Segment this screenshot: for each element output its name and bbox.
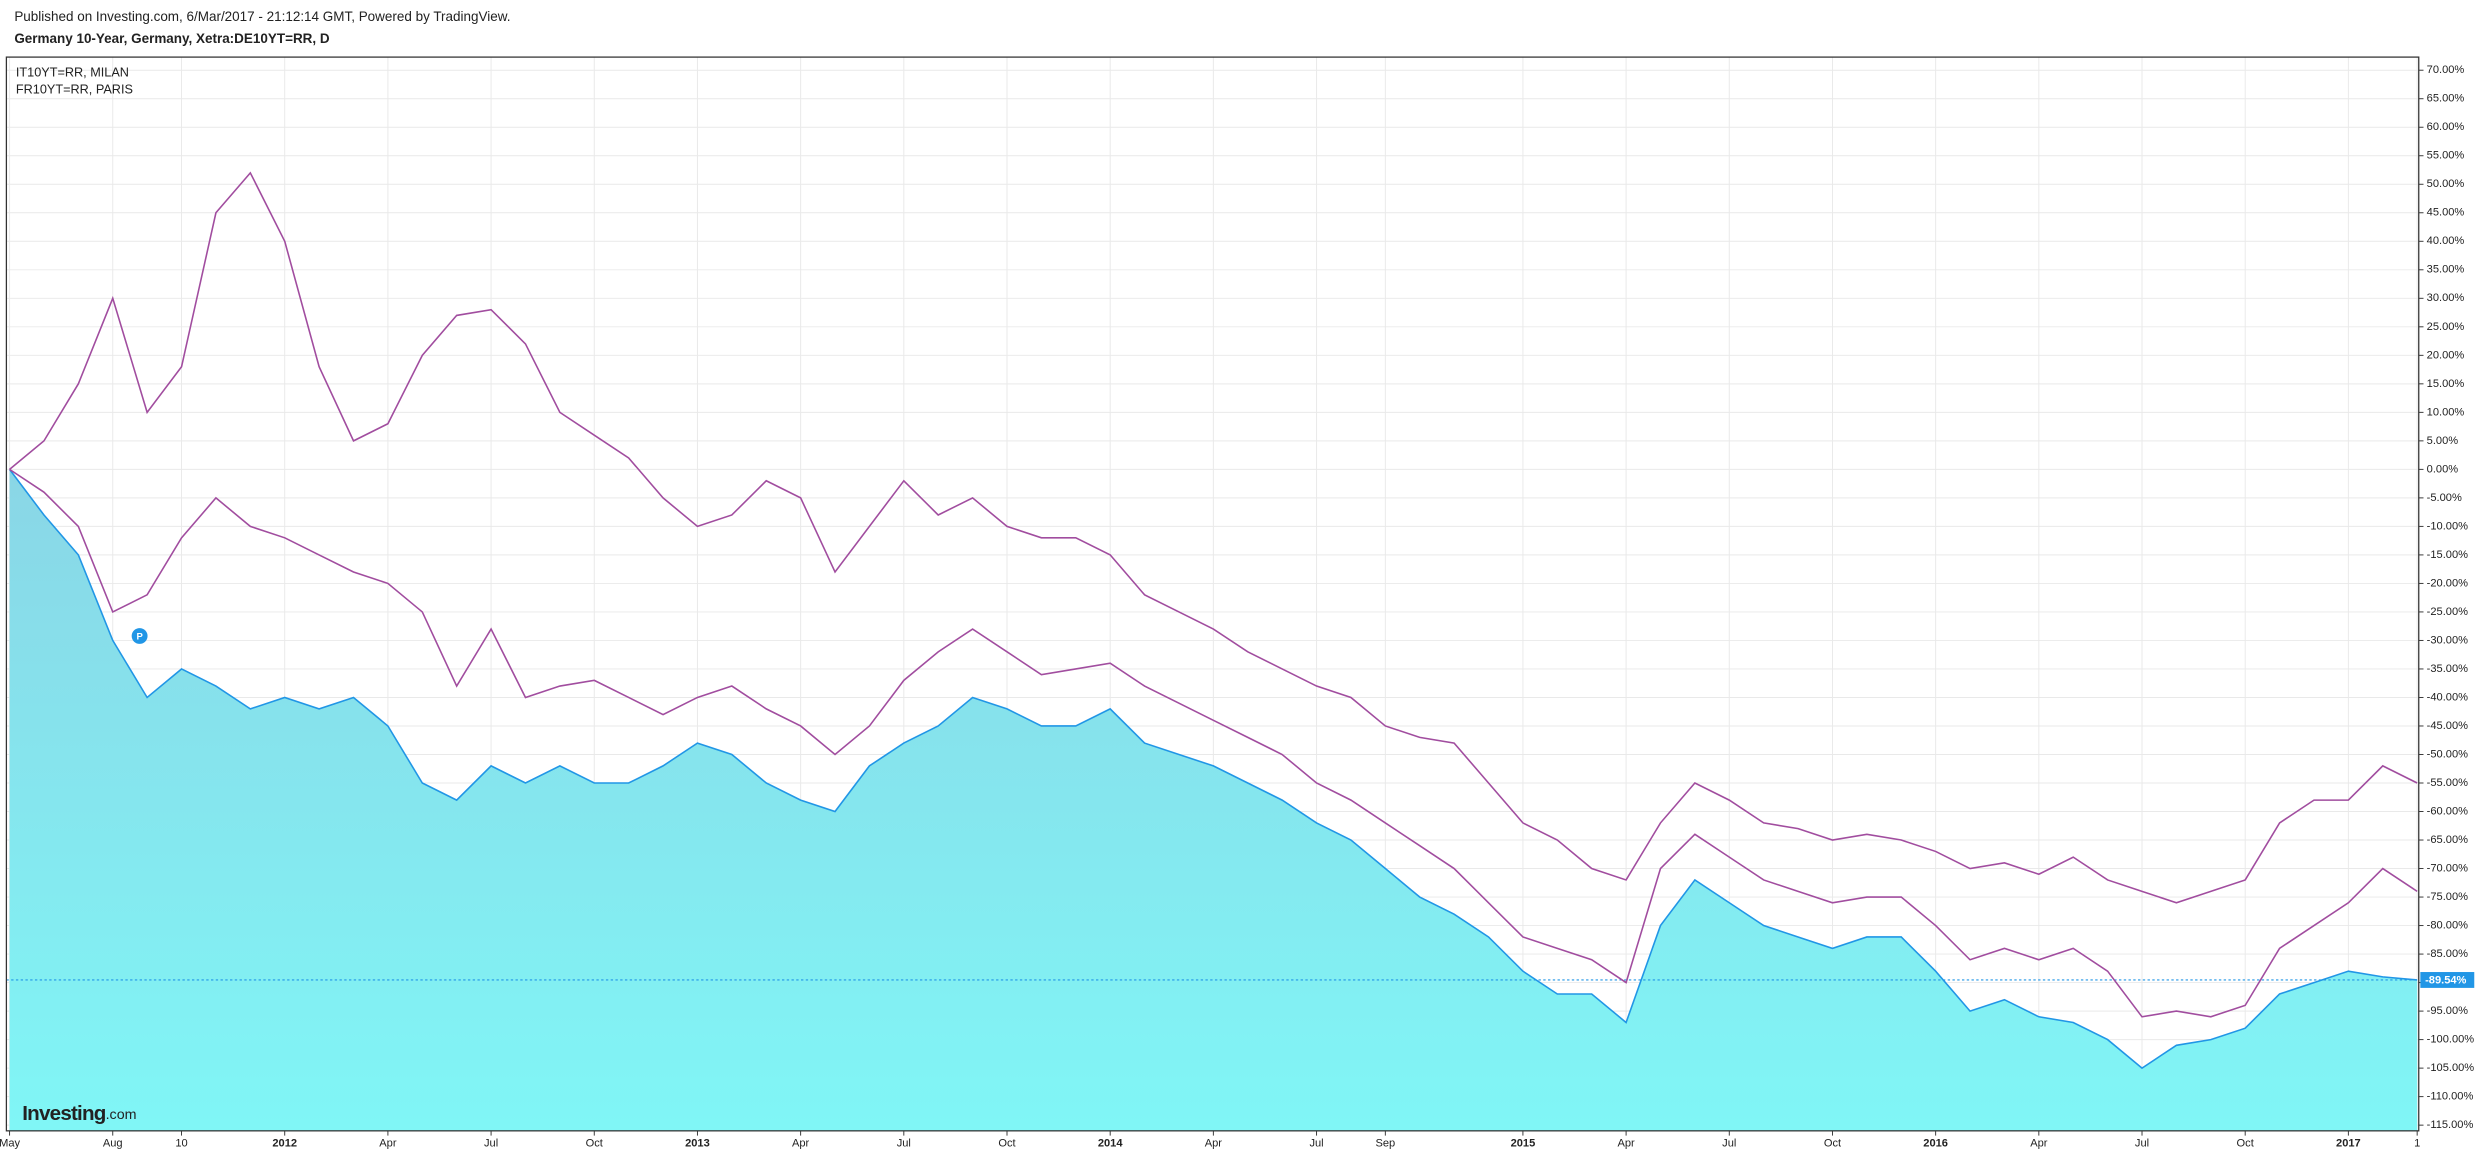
y-tick-label: 20.00% — [2427, 349, 2465, 361]
y-tick-label: 60.00% — [2427, 121, 2465, 133]
x-tick-label: Jul — [2135, 1137, 2149, 1149]
logo: Investing.com — [22, 1102, 136, 1125]
chart-title: Germany 10-Year, Germany, Xetra:DE10YT=R… — [14, 31, 330, 46]
last-value-box — [2420, 972, 2475, 988]
y-tick-label: 0.00% — [2427, 463, 2459, 475]
y-tick-label: -70.00% — [2427, 862, 2468, 874]
y-tick-label: -80.00% — [2427, 919, 2468, 931]
x-tick-label: Jul — [897, 1137, 911, 1149]
y-tick-label: 40.00% — [2427, 235, 2465, 247]
y-tick-label: -30.00% — [2427, 634, 2468, 646]
y-tick-label: 25.00% — [2427, 321, 2465, 333]
x-tick-label: Oct — [998, 1137, 1015, 1149]
last-value-label: -89.54% — [2425, 975, 2466, 987]
x-tick-label: 1 — [2414, 1137, 2420, 1149]
y-tick-label: 65.00% — [2427, 93, 2465, 105]
x-tick-label: 2017 — [2336, 1137, 2361, 1149]
y-tick-label: -15.00% — [2427, 549, 2468, 561]
logo-main: Investing — [22, 1102, 106, 1125]
plot-area — [6, 171, 2419, 1131]
legend-entry: FR10YT=RR, PARIS — [16, 83, 133, 97]
y-tick-label: 5.00% — [2427, 435, 2459, 447]
y-tick-label: 10.00% — [2427, 406, 2465, 418]
y-tick-label: -95.00% — [2427, 1005, 2468, 1017]
y-tick-label: 35.00% — [2427, 264, 2465, 276]
x-tick-label: Oct — [586, 1137, 603, 1149]
x-tick-label: 2015 — [1511, 1137, 1536, 1149]
x-tick-label: Apr — [2030, 1137, 2048, 1149]
published-note: Published on Investing.com, 6/Mar/2017 -… — [14, 9, 510, 24]
y-tick-label: 15.00% — [2427, 378, 2465, 390]
y-tick-label: -100.00% — [2427, 1034, 2475, 1046]
x-tick-label: 2014 — [1098, 1137, 1124, 1149]
area-fill — [9, 469, 2418, 1131]
y-tick-label: -85.00% — [2427, 948, 2468, 960]
x-tick-label: Apr — [1617, 1137, 1635, 1149]
y-tick-label: -105.00% — [2427, 1062, 2475, 1074]
x-tick-label: Apr — [1205, 1137, 1223, 1149]
x-tick-label: Jul — [1309, 1137, 1323, 1149]
y-tick-label: -40.00% — [2427, 691, 2468, 703]
y-tick-label: 50.00% — [2427, 178, 2465, 190]
x-tick-label: Oct — [1824, 1137, 1841, 1149]
series-line — [9, 468, 2418, 1018]
series-line — [9, 171, 2418, 904]
y-tick-label: -5.00% — [2427, 492, 2462, 504]
x-tick-label: 2012 — [272, 1137, 297, 1149]
x-tick-label: Aug — [103, 1137, 123, 1149]
legend-entry: IT10YT=RR, MILAN — [16, 65, 129, 79]
y-tick-label: 70.00% — [2427, 64, 2465, 76]
x-tick-label: Apr — [792, 1137, 810, 1149]
x-tick-label: Jul — [1722, 1137, 1736, 1149]
y-tick-label: 45.00% — [2427, 207, 2465, 219]
x-tick-label: Jul — [484, 1137, 498, 1149]
y-tick-label: -50.00% — [2427, 748, 2468, 760]
y-tick-label: -35.00% — [2427, 663, 2468, 675]
x-tick-label: 10 — [175, 1137, 187, 1149]
x-tick-label: Sep — [1375, 1137, 1395, 1149]
y-tick-label: -45.00% — [2427, 720, 2468, 732]
y-tick-label: -10.00% — [2427, 520, 2468, 532]
area-line — [8, 468, 2418, 1070]
y-tick-label: 30.00% — [2427, 292, 2465, 304]
x-tick-label: 2013 — [685, 1137, 710, 1149]
event-marker-icon: P — [136, 631, 143, 642]
x-tick-label: Oct — [2237, 1137, 2254, 1149]
y-tick-label: -25.00% — [2427, 606, 2468, 618]
y-tick-label: -115.00% — [2427, 1119, 2474, 1131]
y-tick-label: -110.00% — [2427, 1091, 2474, 1103]
x-tick-label: May — [0, 1137, 20, 1149]
y-tick-label: 55.00% — [2427, 150, 2465, 162]
plot-frame — [5, 56, 2420, 1132]
logo-suffix: .com — [106, 1107, 137, 1123]
event-marker — [131, 628, 148, 644]
y-tick-label: -20.00% — [2427, 577, 2468, 589]
y-tick-label: -75.00% — [2427, 891, 2468, 903]
y-tick-label: -55.00% — [2427, 777, 2468, 789]
axes: 70.00% 65.00% 60.00% 55.00% 50.00% 45.00% 40.0… — [0, 64, 2474, 1149]
y-tick-label: -65.00% — [2427, 834, 2468, 846]
x-tick-label: 2016 — [1923, 1137, 1948, 1149]
y-tick-label: -60.00% — [2427, 805, 2468, 817]
x-tick-label: Apr — [379, 1137, 397, 1149]
